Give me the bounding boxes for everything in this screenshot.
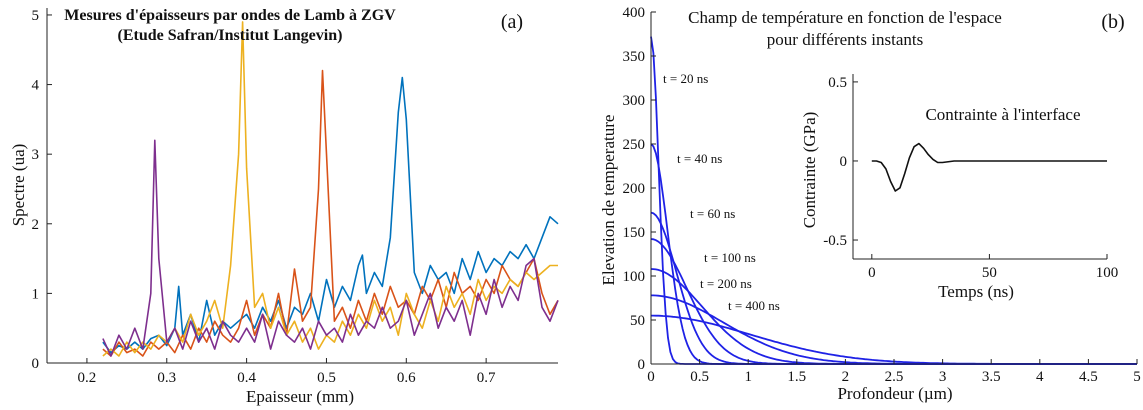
chart-a-y-tick-label: 1 [32,286,40,302]
chart-b-y-axis-label: Elevation de temperature [599,115,618,286]
chart-b-y-tick-label: 100 [623,269,646,285]
chart-b-x-tick-label: 5 [1133,369,1141,385]
chart-a-y-tick-label: 3 [32,147,40,163]
chart-b-y-ticks: 0 50 100 150 200 250 300 350 400 [623,5,656,373]
chart-a-y-ticks: 0 1 2 3 4 5 [32,8,52,372]
chart-b-x-tick-label: 3.5 [982,369,1001,385]
chart-b-y-tick-label: 250 [623,137,646,153]
chart-b-panel-label: (b) [1101,11,1124,33]
chart-b-x-tick-label: 4.5 [1079,369,1098,385]
chart-a-panel-label: (a) [501,11,523,33]
chart-b-series-label: t = 20 ns [663,71,708,86]
chart-b-y-tick-label: 150 [623,225,646,241]
chart-b-series-labels: t = 20 ns t = 40 ns t = 60 ns t = 100 ns t =… [663,71,780,313]
inset-x-tick-label: 50 [982,265,997,281]
inset-y-tick-label: 0 [840,154,848,170]
chart-b-subtitle: pour différents instants [767,30,923,49]
inset-background [853,74,1107,246]
chart-b-x-tick-label: 0 [647,369,655,385]
inset-x-tick-label: 0 [868,265,876,281]
chart-b-series-label: t = 60 ns [690,206,735,221]
inset-y-tick-label: 0.5 [828,75,847,91]
inset-x-ticks: 0 50 100 [868,254,1118,281]
chart-a-x-ticks: 0.2 0.3 0.4 0.5 0.6 0.7 [78,358,496,386]
chart-b-y-tick-label: 300 [623,93,646,109]
chart-b-series-label: t = 200 ns [700,276,752,291]
chart-a-x-tick-label: 0.6 [397,370,416,386]
chart-a: 0.2 0.3 0.4 0.5 0.6 0.7 0 1 2 3 4 5 Mesures d'épai… [9,7,559,406]
chart-b-x-tick-label: 3 [939,369,947,385]
inset-plot-area [871,142,1107,192]
chart-a-series-line-3 [102,21,558,357]
chart-b-x-tick-label: 4 [1036,369,1044,385]
chart-b: 0 0.5 1 1.5 2 2.5 3 3.5 4 4.5 5 0 50 100 150 200 250 300… [599,5,1141,403]
chart-b-y-tick-label: 400 [623,5,646,21]
chart-b-series-label: t = 400 ns [728,298,780,313]
chart-b-inset: 0 50 100 -0.5 0 0.5 Contrainte à l'interface… [800,74,1118,301]
chart-a-x-tick-label: 0.2 [78,370,97,386]
chart-b-x-tick-label: 1 [744,369,752,385]
chart-a-y-axis-label: Spectre (ua) [9,144,28,227]
inset-title: Contrainte à l'interface [925,105,1080,124]
chart-b-x-tick-label: 2 [842,369,850,385]
chart-b-title: Champ de température en fonction de l'es… [688,8,1002,27]
chart-a-x-axis-label: Epaisseur (mm) [246,387,354,406]
chart-a-y-tick-label: 0 [32,356,40,372]
chart-b-y-tick-label: 50 [630,313,645,329]
chart-a-x-tick-label: 0.5 [317,370,336,386]
chart-a-subtitle: (Etude Safran/Institut Langevin) [118,27,343,44]
inset-y-tick-label: -0.5 [823,233,847,249]
chart-b-x-tick-label: 2.5 [885,369,904,385]
chart-a-y-tick-label: 4 [32,78,40,94]
chart-a-title: Mesures d'épaisseurs par ondes de Lamb à… [64,7,396,24]
chart-b-series-label: t = 100 ns [704,250,756,265]
inset-y-axis-label: Contrainte (GPa) [800,112,819,229]
chart-b-x-tick-label: 1.5 [787,369,806,385]
inset-x-tick-label: 100 [1096,265,1119,281]
chart-a-plot-area [102,21,559,357]
chart-b-x-ticks: 0 0.5 1 1.5 2 2.5 3 3.5 4 4.5 5 [647,359,1141,385]
inset-y-ticks: -0.5 0 0.5 [823,75,858,249]
chart-a-series-line-2 [102,69,559,357]
chart-b-y-tick-label: 0 [638,357,646,373]
inset-stress-line [871,142,1107,192]
chart-a-x-tick-label: 0.3 [157,370,176,386]
chart-a-series-line-1 [102,76,559,354]
inset-x-axis-label: Temps (ns) [938,282,1014,301]
chart-b-x-axis-label: Profondeur (µm) [837,384,952,403]
chart-b-y-tick-label: 200 [623,181,646,197]
chart-a-x-tick-label: 0.4 [237,370,256,386]
chart-a-x-tick-label: 0.7 [477,370,496,386]
chart-b-y-tick-label: 350 [623,49,646,65]
chart-a-y-tick-label: 2 [32,217,40,233]
chart-b-series-label: t = 40 ns [677,151,722,166]
chart-a-y-tick-label: 5 [32,8,40,24]
chart-a-series-line-4 [102,139,559,357]
chart-b-x-tick-label: 0.5 [690,369,709,385]
